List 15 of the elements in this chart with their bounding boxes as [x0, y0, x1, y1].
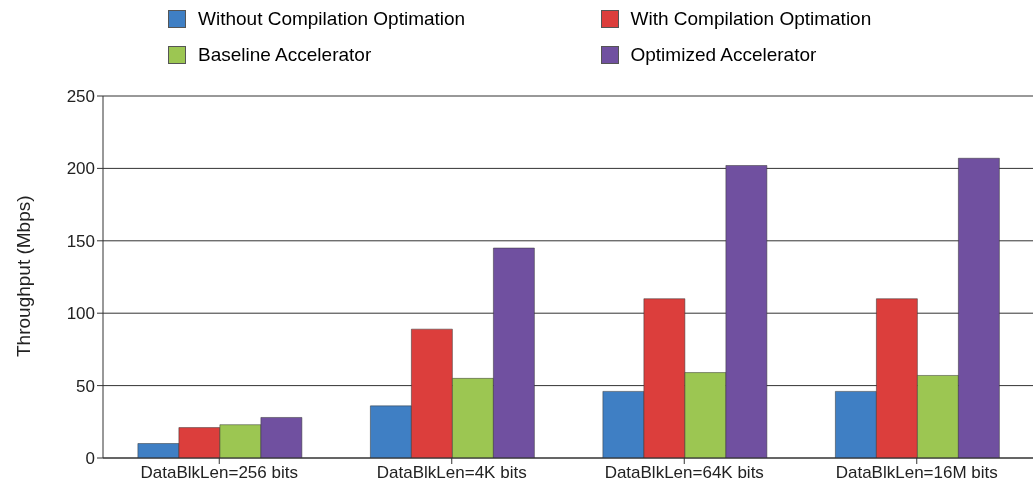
y-tick-label: 50	[76, 376, 95, 396]
y-axis-title: Throughput (Mbps)	[12, 195, 34, 357]
x-tick-label: DataBlkLen=4K bits	[376, 463, 527, 483]
y-tick-label: 100	[66, 304, 95, 324]
legend-label: With Compilation Optimation	[630, 8, 872, 30]
x-tick-label: DataBlkLen=16M bits	[835, 463, 998, 483]
y-tick-label: 250	[66, 87, 95, 107]
legend-label: Without Compilation Optimation	[198, 8, 466, 30]
x-tick-label: DataBlkLen=256 bits	[140, 463, 298, 483]
x-tick-label: DataBlkLen=64K bits	[604, 463, 764, 483]
y-tick-label: 200	[66, 159, 95, 179]
y-tick-label: 150	[66, 231, 95, 251]
legend-label: Baseline Accelerator	[198, 44, 372, 66]
legend-label: Optimized Accelerator	[630, 44, 817, 66]
y-tick-label: 0	[85, 449, 95, 469]
